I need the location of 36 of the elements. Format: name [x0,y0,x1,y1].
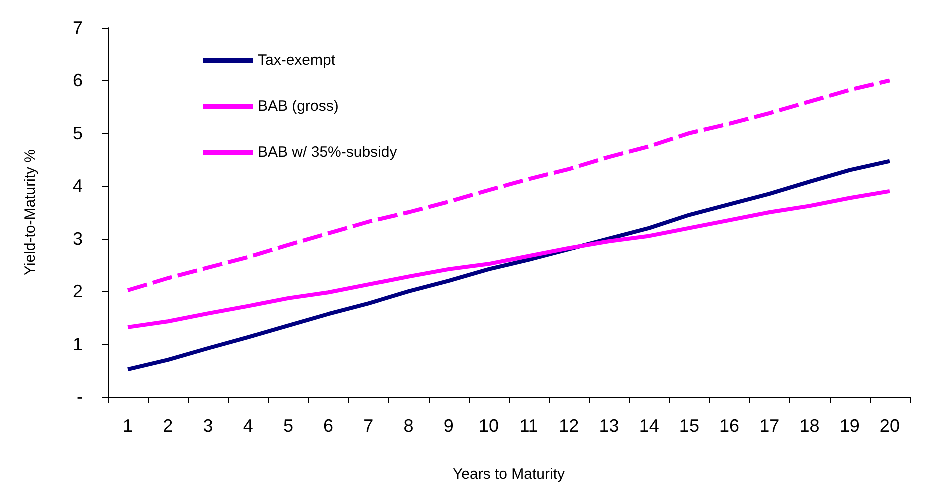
x-tick-label: 14 [639,416,660,436]
line-series [126,159,892,372]
y-tick-label: 2 [72,282,83,302]
x-tick-label: 20 [880,416,900,436]
x-tick-label: 5 [283,416,294,436]
x-tick-label: 9 [444,416,454,436]
x-axis-title: Years to Maturity [453,466,566,483]
x-tick-label: 15 [679,416,700,436]
line-series [126,78,892,293]
y-tick-label: - [77,387,83,407]
x-tick-label: 2 [163,416,174,436]
y-tick-label: 7 [72,18,83,38]
legend-label: Tax-exempt [258,52,336,69]
x-tick-label: 3 [203,416,214,436]
legend-label: BAB (gross) [258,98,339,115]
y-tick-label: 5 [72,123,83,144]
x-tick-label: 18 [800,416,820,436]
x-tick-label: 17 [760,416,780,436]
y-tick-label: 4 [72,176,83,196]
x-tick-label: 8 [404,416,414,436]
x-tick-label: 7 [364,416,374,436]
x-tick-label: 19 [840,416,860,436]
x-tick-label: 12 [559,416,580,436]
x-tick-label: 4 [243,416,254,436]
x-tick-label: 6 [324,416,334,436]
x-tick-label: 10 [478,416,499,436]
x-tick-label: 11 [520,416,538,436]
x-tick-label: 16 [720,416,740,436]
y-tick-label: 6 [72,70,83,91]
legend-label: BAB w/ 35%-subsidy [258,144,398,161]
y-axis-title: Yield-to-Maturity % [22,149,39,276]
x-tick-label: 13 [599,416,620,436]
y-tick-label: 3 [72,228,83,249]
y-tick-label: 1 [72,334,83,354]
x-tick-label: 1 [123,416,134,436]
line-series [126,189,892,330]
